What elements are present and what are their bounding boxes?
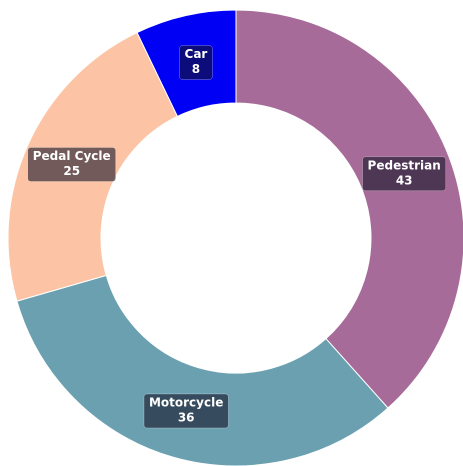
label-value: 36 bbox=[178, 410, 195, 424]
label-box bbox=[143, 393, 229, 429]
label-box bbox=[27, 147, 116, 182]
label-box bbox=[362, 156, 447, 192]
label-value: 25 bbox=[63, 164, 80, 178]
label-name: Pedal Cycle bbox=[33, 149, 111, 163]
label-name: Motorcycle bbox=[149, 395, 223, 409]
label-value: 8 bbox=[192, 62, 200, 76]
label-value: 43 bbox=[396, 173, 413, 187]
donut-segment bbox=[16, 274, 389, 466]
label-name: Pedestrian bbox=[368, 158, 441, 172]
label-box bbox=[179, 45, 213, 80]
donut-segment bbox=[235, 9, 463, 409]
label-name: Car bbox=[185, 47, 208, 61]
